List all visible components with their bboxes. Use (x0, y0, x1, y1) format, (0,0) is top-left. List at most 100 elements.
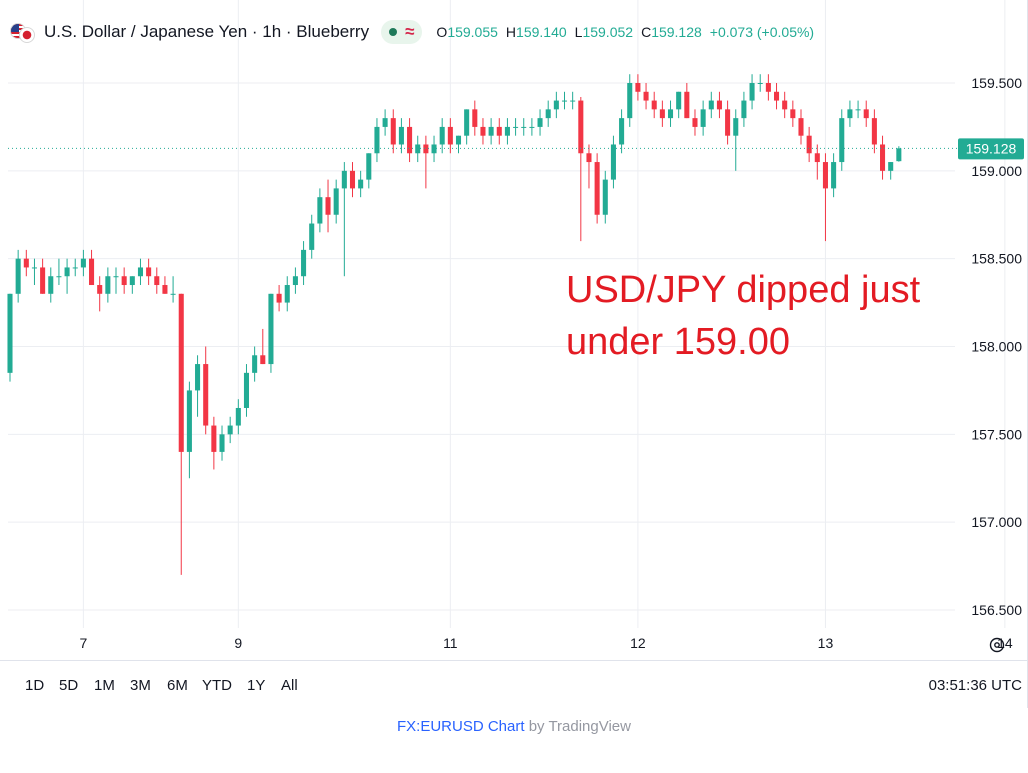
candle-body (635, 83, 641, 92)
candle-body (276, 293, 282, 303)
candle-body (488, 126, 494, 136)
last-price-label: 159.128 (966, 140, 1017, 156)
close-label: C (641, 24, 652, 40)
footer-attribution: FX:EURUSD Chart by TradingView (0, 718, 1028, 735)
candle-body (716, 100, 722, 110)
range-toolbar: 1D 5D 1M 3M 6M YTD 1Y All 03:51:36 UTC (0, 660, 1028, 708)
candle-body (773, 91, 780, 101)
chart-header: U.S. Dollar / Japanese Yen · 1h · Bluebe… (10, 18, 814, 46)
candle-body (203, 364, 209, 426)
last-price-marker: 159.128 (8, 138, 1024, 160)
candle-body (268, 293, 274, 365)
candle-body (447, 126, 453, 145)
candle-body (863, 109, 869, 119)
candle-body (741, 100, 747, 119)
candle-body (594, 162, 600, 215)
candle-body (40, 267, 46, 294)
candle-body (80, 258, 86, 268)
candle-body (561, 100, 568, 102)
candle-body (390, 118, 396, 145)
candle-body (97, 285, 103, 294)
candle-body (455, 135, 462, 145)
candle-body (105, 276, 111, 294)
footer-chart-link[interactable]: FX:EURUSD Chart (397, 718, 525, 735)
candle-body (349, 170, 356, 189)
range-all-button[interactable]: All (281, 677, 298, 694)
candle-body (292, 276, 298, 286)
range-1m-button[interactable]: 1M (94, 677, 115, 694)
candle-body (178, 293, 184, 452)
symbol-title[interactable]: U.S. Dollar / Japanese Yen · 1h · Bluebe… (44, 22, 370, 41)
candle-body (211, 425, 217, 452)
candle-body (301, 249, 307, 277)
open-label: O (436, 24, 448, 40)
candle-body (121, 276, 127, 286)
candle-body (676, 91, 682, 110)
candle-body (423, 144, 429, 154)
candle-body (235, 407, 241, 426)
grid (8, 0, 1006, 628)
candle-body (186, 390, 192, 452)
settings-icon[interactable] (988, 636, 1006, 654)
candle-body (415, 144, 421, 154)
candle-body (757, 83, 763, 84)
y-tick-label: 156.500 (971, 602, 1022, 618)
candle-body (749, 83, 755, 101)
candle-body (162, 285, 168, 294)
candle-body (407, 126, 413, 154)
y-tick-label: 158.500 (971, 251, 1022, 267)
candle-body (708, 100, 714, 110)
candle-body (137, 267, 144, 277)
chart-panel[interactable]: 159.500 159.000 158.500 158.000 157.500 157.0… (0, 0, 1028, 708)
candle-body (341, 170, 347, 189)
candle-body (358, 179, 364, 189)
high-label: H (505, 24, 517, 40)
low-value: 159.052 (582, 24, 634, 40)
range-6m-button[interactable]: 6M (167, 677, 188, 694)
close-value: 159.128 (651, 24, 702, 40)
candle-body (464, 109, 470, 136)
candle-body (553, 100, 559, 110)
wave-icon: ≈ (405, 22, 415, 41)
candle-body (855, 109, 861, 111)
candle-body (659, 109, 665, 119)
candle-body (725, 109, 731, 136)
candlestick-chart[interactable]: 159.500 159.000 158.500 158.000 157.500 157.0… (0, 0, 1028, 660)
candle-body (439, 126, 445, 145)
candle-body (880, 144, 886, 171)
candle-body (537, 118, 543, 127)
candle-body (325, 197, 331, 215)
utc-clock[interactable]: 03:51:36 UTC (928, 677, 1022, 694)
candle-body (260, 355, 266, 365)
range-ytd-button[interactable]: YTD (202, 677, 232, 694)
range-3m-button[interactable]: 3M (130, 677, 151, 694)
market-open-dot-icon (389, 28, 398, 36)
candle-body (619, 118, 625, 145)
candle-body (822, 162, 828, 189)
candle-body (521, 126, 527, 128)
candle-body (31, 267, 37, 269)
candle-body (692, 118, 698, 127)
range-1d-button[interactable]: 1D (25, 677, 45, 694)
candle-body (23, 258, 29, 268)
range-5d-button[interactable]: 5D (59, 677, 79, 694)
candle-body (814, 153, 820, 163)
candle-body (219, 434, 225, 452)
candle-body (847, 109, 853, 119)
candle-body (496, 126, 502, 136)
x-tick-label: 9 (234, 635, 242, 651)
candle-body (700, 109, 706, 127)
change-value: +0.073 (+0.05%) (709, 24, 815, 40)
range-1y-button[interactable]: 1Y (247, 677, 266, 694)
candle-body (545, 109, 551, 119)
candle-body (15, 258, 21, 294)
high-value: 159.140 (516, 24, 567, 40)
candle-body (284, 285, 290, 303)
candle-body (602, 179, 608, 215)
candle-body (570, 100, 576, 102)
chart-annotation: USD/JPY dipped just under 159.00 (566, 264, 1006, 368)
candle-body (252, 355, 258, 373)
market-status-pill[interactable]: ≈ (381, 20, 423, 44)
x-tick-label: 7 (79, 635, 87, 651)
candle-body (627, 83, 633, 119)
